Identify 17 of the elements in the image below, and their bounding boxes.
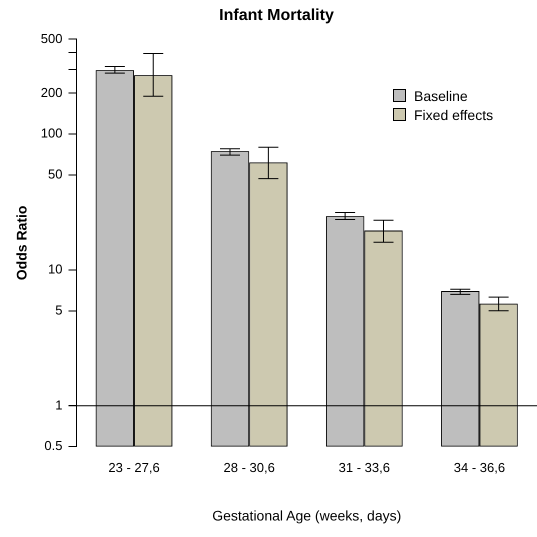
y-tick-label: 100 bbox=[40, 126, 62, 141]
y-tick-label: 200 bbox=[40, 84, 62, 100]
x-axis-title: Gestational Age (weeks, days) bbox=[212, 507, 402, 524]
x-tick-label: 28 - 30,6 bbox=[224, 460, 275, 475]
x-tick-label: 23 - 27,6 bbox=[108, 460, 160, 475]
chart-title: Infant Mortality bbox=[219, 7, 334, 24]
y-tick-label: 500 bbox=[40, 30, 62, 46]
x-tick-label: 31 - 33,6 bbox=[338, 460, 390, 475]
y-tick-label: 1 bbox=[55, 397, 62, 412]
y-axis-title: Odds Ratio bbox=[13, 206, 30, 280]
y-tick-label: 5 bbox=[55, 302, 62, 318]
y-tick-label: 50 bbox=[48, 166, 62, 182]
legend-label: Fixed effects bbox=[414, 106, 494, 122]
y-tick-label: 0.5 bbox=[44, 438, 62, 454]
y-tick-label: 10 bbox=[48, 262, 62, 276]
x-tick-label: 34 - 36,6 bbox=[454, 460, 506, 475]
legend-label: Baseline bbox=[414, 88, 468, 104]
